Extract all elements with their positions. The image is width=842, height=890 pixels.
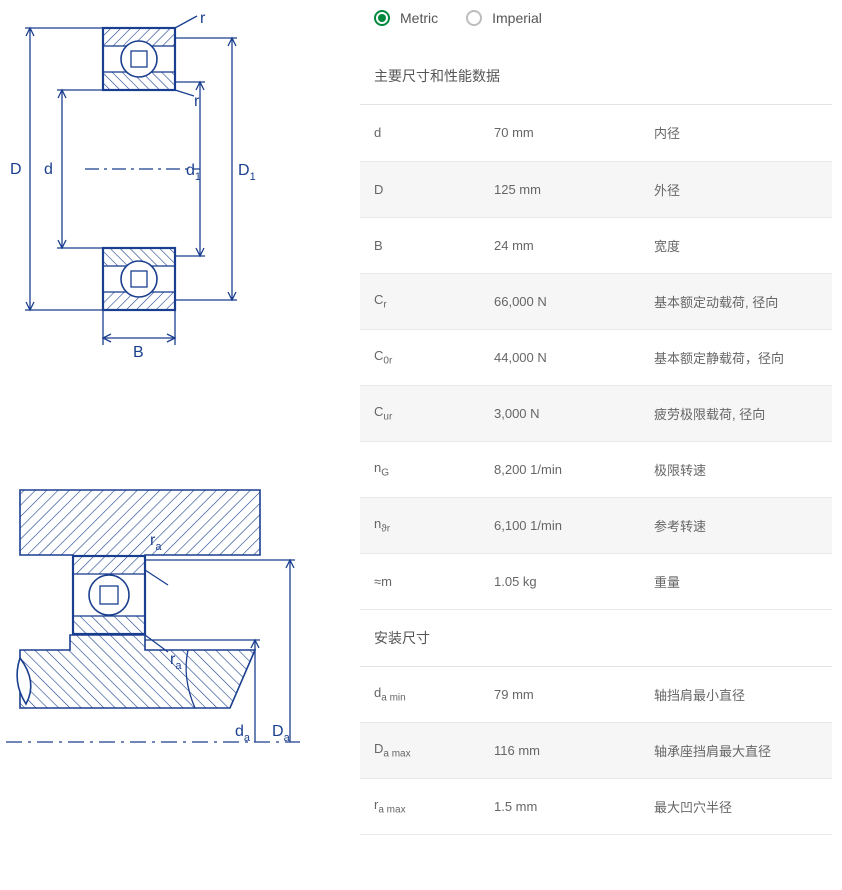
spec-value: 116 mm <box>480 723 640 779</box>
table-row: nG8,200 1/min极限转速 <box>360 441 832 497</box>
spec-symbol: d <box>360 105 480 161</box>
spec-value: 66,000 N <box>480 273 640 329</box>
spec-description: 极限转速 <box>640 441 832 497</box>
dim-r-top: r <box>200 10 206 27</box>
spec-description: 轴承座挡肩最大直径 <box>640 723 832 779</box>
spec-value: 1.5 mm <box>480 779 640 835</box>
table-row: Cr66,000 N基本额定动载荷, 径向 <box>360 273 832 329</box>
table-row: ra max1.5 mm最大凹穴半径 <box>360 779 832 835</box>
spec-value: 1.05 kg <box>480 553 640 609</box>
dim-Da: Da <box>272 723 291 744</box>
spec-value: 79 mm <box>480 667 640 723</box>
spec-symbol: nϑr <box>360 497 480 553</box>
spec-description: 重量 <box>640 553 832 609</box>
radio-selected-icon <box>374 10 390 26</box>
spec-symbol: ra max <box>360 779 480 835</box>
bearing-cross-section-diagram: D d d1 D1 r r B <box>0 10 340 360</box>
spec-description: 基本额定静载荷，径向 <box>640 329 832 385</box>
spec-description: 内径 <box>640 105 832 161</box>
unit-metric-radio[interactable]: Metric <box>374 10 438 26</box>
table-row: D125 mm外径 <box>360 161 832 217</box>
mount-spec-table: da min79 mm轴挡肩最小直径Da max116 mm轴承座挡肩最大直径r… <box>360 667 832 836</box>
spec-value: 125 mm <box>480 161 640 217</box>
dim-d1: d1 <box>186 162 201 183</box>
spec-symbol: B <box>360 217 480 273</box>
bearing-mounting-diagram: ra ra da Da <box>0 480 340 770</box>
table-row: d70 mm内径 <box>360 105 832 161</box>
section-mount-title: 安装尺寸 <box>360 628 832 666</box>
spec-symbol: Cr <box>360 273 480 329</box>
spec-symbol: Cur <box>360 385 480 441</box>
spec-symbol: nG <box>360 441 480 497</box>
spec-symbol: ≈m <box>360 553 480 609</box>
unit-imperial-label: Imperial <box>492 10 542 26</box>
spec-description: 宽度 <box>640 217 832 273</box>
table-row: Da max116 mm轴承座挡肩最大直径 <box>360 723 832 779</box>
spec-value: 3,000 N <box>480 385 640 441</box>
spec-symbol: da min <box>360 667 480 723</box>
radio-unselected-icon <box>466 10 482 26</box>
spec-value: 44,000 N <box>480 329 640 385</box>
spec-description: 基本额定动载荷, 径向 <box>640 273 832 329</box>
table-row: ≈m1.05 kg重量 <box>360 553 832 609</box>
spec-value: 8,200 1/min <box>480 441 640 497</box>
spec-description: 轴挡肩最小直径 <box>640 667 832 723</box>
dim-D1: D1 <box>238 162 256 183</box>
spec-description: 参考转速 <box>640 497 832 553</box>
table-row: nϑr6,100 1/min参考转速 <box>360 497 832 553</box>
spec-description: 疲劳极限载荷, 径向 <box>640 385 832 441</box>
spec-symbol: D <box>360 161 480 217</box>
table-row: Cur3,000 N疲劳极限载荷, 径向 <box>360 385 832 441</box>
dim-D: D <box>10 161 22 178</box>
unit-metric-label: Metric <box>400 10 438 26</box>
spec-value: 6,100 1/min <box>480 497 640 553</box>
spec-description: 最大凹穴半径 <box>640 779 832 835</box>
dim-r-inner: r <box>194 93 200 110</box>
unit-imperial-radio[interactable]: Imperial <box>466 10 542 26</box>
main-spec-table: d70 mm内径D125 mm外径B24 mm宽度Cr66,000 N基本额定动… <box>360 105 832 610</box>
spec-symbol: Da max <box>360 723 480 779</box>
table-row: da min79 mm轴挡肩最小直径 <box>360 667 832 723</box>
spec-value: 24 mm <box>480 217 640 273</box>
dim-da: da <box>235 723 251 744</box>
spec-description: 外径 <box>640 161 832 217</box>
dim-d: d <box>44 161 53 178</box>
spec-value: 70 mm <box>480 105 640 161</box>
table-row: B24 mm宽度 <box>360 217 832 273</box>
unit-selector: Metric Imperial <box>360 10 832 26</box>
table-row: C0r44,000 N基本额定静载荷，径向 <box>360 329 832 385</box>
spec-symbol: C0r <box>360 329 480 385</box>
section-main-title: 主要尺寸和性能数据 <box>360 66 832 104</box>
dim-B: B <box>133 344 144 360</box>
